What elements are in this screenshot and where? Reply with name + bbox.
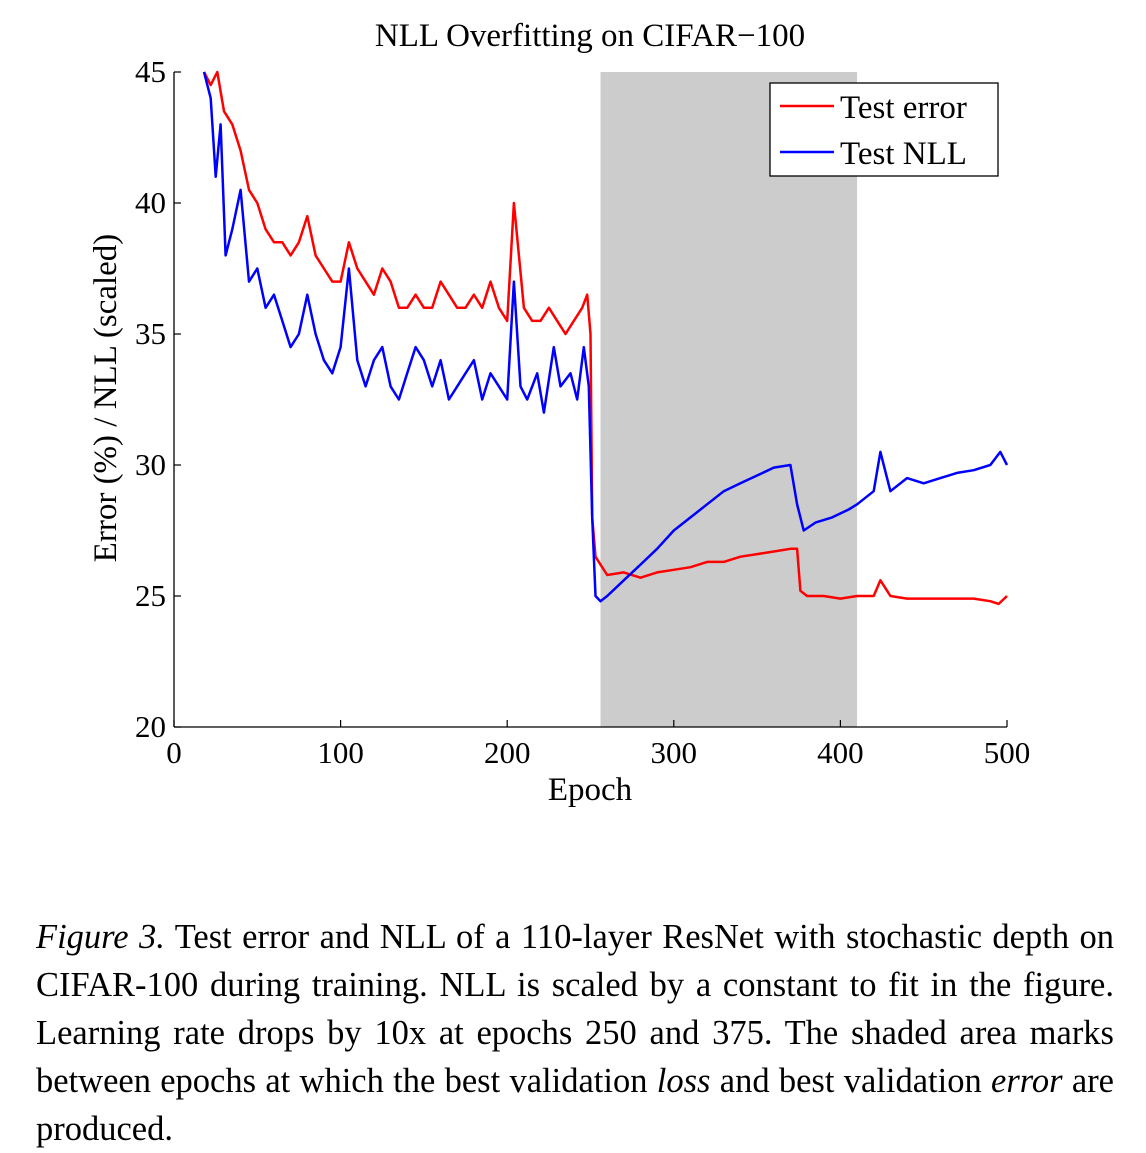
figure-caption: Figure 3. Test error and NLL of a 110-la… — [36, 913, 1114, 1153]
y-tick-label: 40 — [135, 185, 166, 220]
x-tick-label: 300 — [651, 735, 698, 770]
y-tick-label: 20 — [135, 709, 166, 744]
x-tick-label: 0 — [166, 735, 182, 770]
caption-em-error: error — [991, 1061, 1063, 1100]
figure-label: Figure 3. — [36, 917, 165, 956]
y-tick-label: 30 — [135, 447, 166, 482]
chart-title: NLL Overfitting on CIFAR−100 — [375, 18, 805, 54]
series-line-test-error — [202, 70, 1008, 606]
y-tick-label: 45 — [135, 54, 166, 89]
caption-em-loss: loss — [656, 1061, 711, 1100]
caption-text-1: Test error and NLL of a 110-layer ResNet… — [36, 917, 1114, 1100]
caption-text-2: and best validation — [710, 1061, 992, 1100]
y-tick-label: 25 — [135, 578, 166, 613]
y-tick-label: 35 — [135, 316, 166, 351]
chart: NLL Overfitting on CIFAR−100 0 100 200 300 4… — [88, 18, 1030, 808]
x-tick-label: 200 — [484, 735, 531, 770]
x-tick-label: 400 — [817, 735, 864, 770]
x-tick-label: 500 — [984, 735, 1031, 770]
caption-text-3: are produced. — [36, 1061, 1114, 1148]
series-line-test-nll — [202, 71, 1009, 603]
x-tick-label: 100 — [317, 735, 364, 770]
legend: Test error Test NLL — [769, 82, 999, 177]
shaded-region — [600, 72, 858, 727]
y-axis-label: Error (%) / NLL (scaled) — [88, 234, 124, 563]
x-axis-label: Epoch — [548, 772, 633, 808]
legend-label-test-nll: Test NLL — [840, 136, 967, 172]
plot-area: 0 100 200 300 400 500 20 25 30 35 40 45 — [135, 54, 1030, 770]
legend-box — [769, 82, 999, 177]
legend-label-test-error: Test error — [840, 90, 967, 126]
